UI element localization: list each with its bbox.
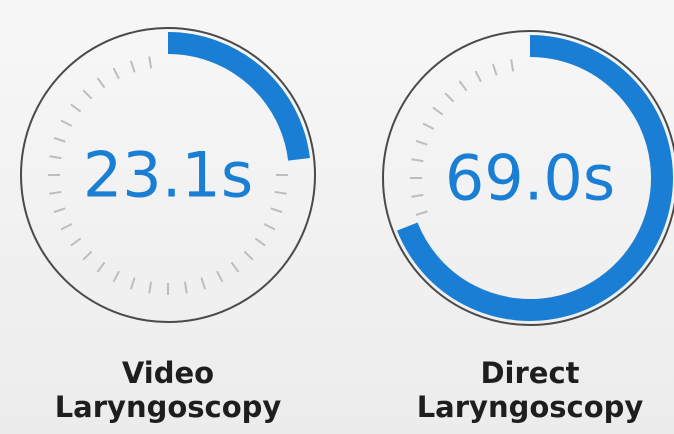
dial-tick bbox=[112, 67, 120, 80]
dial-tick bbox=[444, 92, 455, 103]
dial-tick bbox=[82, 250, 93, 261]
dial-tick bbox=[82, 89, 93, 100]
dial-tick bbox=[49, 155, 62, 160]
dial-tick bbox=[458, 80, 468, 92]
category-label: Video Laryngoscopy bbox=[54, 356, 282, 424]
dial-tick bbox=[129, 60, 136, 73]
category-label: Direct Laryngoscopy bbox=[416, 356, 644, 424]
dial-tick bbox=[70, 103, 82, 113]
dial-tick bbox=[96, 77, 106, 89]
dial-rim bbox=[382, 30, 674, 326]
dial-tick bbox=[432, 106, 444, 116]
dial-tick bbox=[230, 261, 240, 273]
dial-tick bbox=[148, 56, 153, 69]
dial-tick bbox=[129, 277, 136, 290]
dial-tick bbox=[183, 281, 188, 294]
dial-tick bbox=[96, 261, 106, 273]
dial-tick bbox=[60, 223, 73, 231]
dial-tick bbox=[200, 277, 207, 290]
dial-tick bbox=[510, 59, 515, 72]
gauge-arc bbox=[167, 32, 310, 161]
dial-tick bbox=[415, 139, 428, 146]
dial-tick bbox=[60, 119, 73, 127]
dial-tick bbox=[70, 237, 82, 247]
dial-tick bbox=[491, 63, 498, 76]
dial-tick bbox=[254, 237, 266, 247]
dial-tick bbox=[411, 193, 424, 198]
dial-tick bbox=[263, 223, 276, 231]
dial-tick bbox=[422, 122, 435, 130]
dial-tick bbox=[274, 190, 287, 195]
dial-tick bbox=[415, 210, 428, 217]
dial-tick bbox=[474, 70, 482, 83]
dial-tick bbox=[148, 281, 153, 294]
gauge-arc bbox=[397, 35, 673, 321]
dial-tick bbox=[112, 270, 120, 283]
dial-tick bbox=[243, 250, 254, 261]
dial-tick bbox=[53, 207, 66, 214]
dial-tick bbox=[49, 190, 62, 195]
dial-tick bbox=[270, 207, 283, 214]
value-label: 69.0s bbox=[445, 142, 615, 215]
dial-tick bbox=[411, 158, 424, 163]
value-label: 23.1s bbox=[83, 139, 253, 212]
dial-rim bbox=[20, 27, 316, 323]
dial-tick bbox=[53, 136, 66, 143]
dial-tick bbox=[216, 270, 224, 283]
